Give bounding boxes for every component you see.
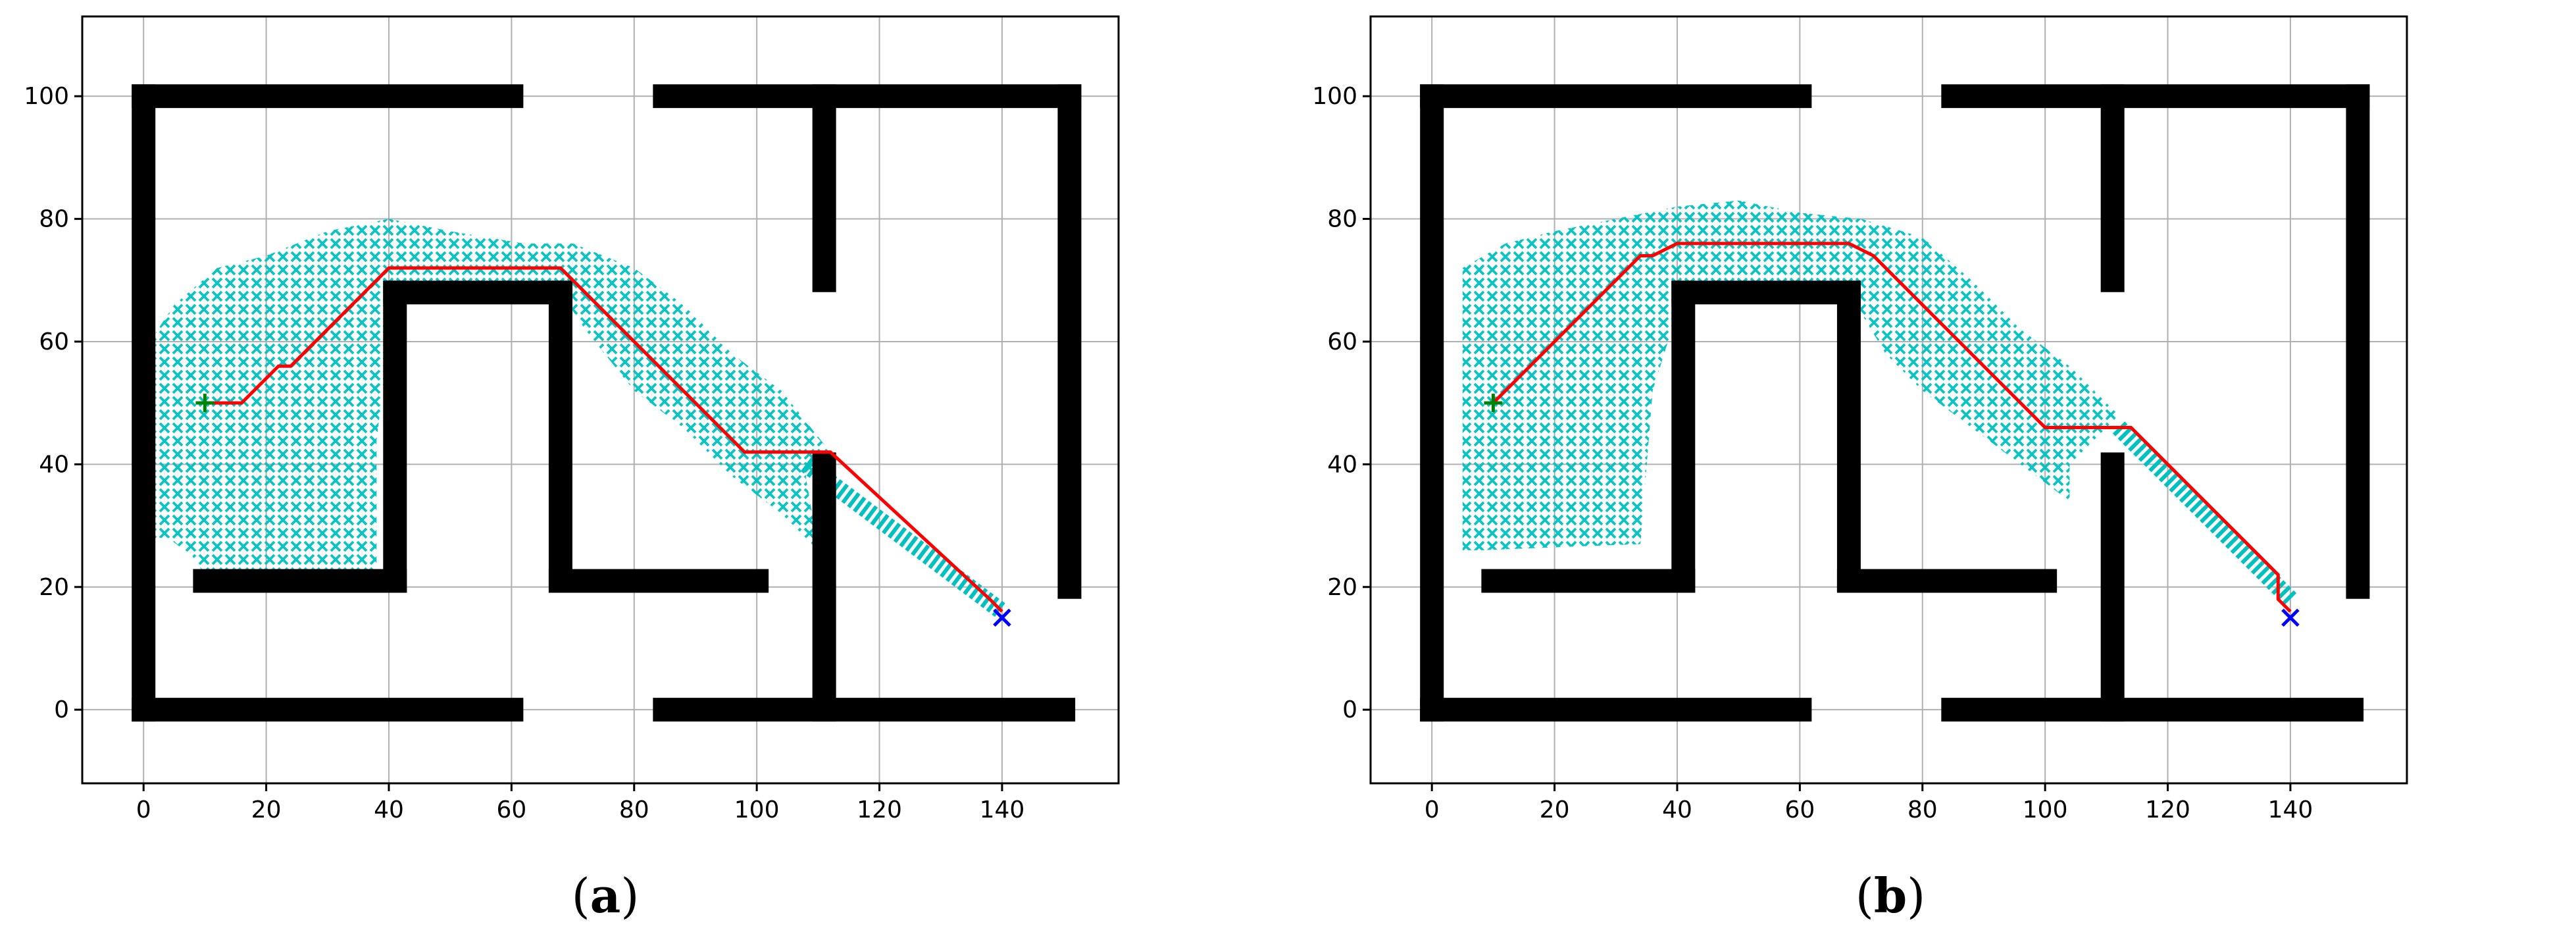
y-tick-label-3: 60 — [39, 328, 69, 355]
x-tick-label-6: 120 — [2145, 796, 2190, 823]
explored-region — [1462, 200, 2119, 550]
x-tick-label-4: 80 — [619, 796, 649, 823]
plot-b: 0 20 40 60 80 100 120 140 0 20 40 60 80 100 — [1312, 15, 2408, 823]
caption-b: (b) — [1855, 868, 1926, 924]
y-tick-label-1: 20 — [1327, 574, 1357, 601]
y-tick-label-5: 100 — [1312, 83, 1357, 110]
x-tick-label-2: 40 — [1662, 796, 1692, 823]
y-tick-label-5: 100 — [24, 83, 69, 110]
explored-region — [149, 219, 830, 575]
x-tick-label-6: 120 — [857, 796, 902, 823]
caption-b-letter: b — [1873, 868, 1907, 924]
y-tick-label-0: 0 — [1342, 696, 1357, 723]
x-tick-label-5: 100 — [734, 796, 780, 823]
explored-tail — [800, 457, 1007, 619]
subplot-b: 0 20 40 60 80 100 120 140 0 20 40 60 80 100 (b) — [1288, 0, 2576, 938]
y-tick-label-0: 0 — [54, 696, 69, 723]
y-tick-label-4: 80 — [1327, 206, 1357, 233]
planned-path — [205, 266, 1003, 613]
x-tick-label-3: 60 — [1784, 796, 1815, 823]
y-tick-label-1: 20 — [39, 574, 69, 601]
x-tick-label-4: 80 — [1907, 796, 1938, 823]
y-tick-label-2: 40 — [1327, 451, 1357, 478]
goal-marker — [2281, 608, 2300, 627]
x-tick-label-1: 20 — [251, 796, 282, 823]
subplot-a: 0 20 40 60 80 100 120 140 0 20 40 60 80 100 (a) — [24, 15, 1120, 924]
x-tick-label-7: 140 — [980, 796, 1025, 823]
planned-path — [1492, 242, 2292, 613]
x-tick-label-2: 40 — [374, 796, 404, 823]
goal-marker — [993, 608, 1011, 627]
x-tick-label-7: 140 — [2268, 796, 2313, 823]
axes-frame — [1369, 15, 2408, 785]
x-tick-label-1: 20 — [1540, 796, 1570, 823]
y-tick-label-4: 80 — [39, 206, 69, 233]
caption-a: (a) — [571, 868, 640, 924]
x-tick-label-0: 0 — [1425, 796, 1440, 823]
x-tick-label-0: 0 — [136, 796, 151, 823]
x-tick-label-3: 60 — [496, 796, 526, 823]
y-tick-label-3: 60 — [1327, 328, 1357, 355]
explored-tail — [2112, 421, 2297, 606]
plot-a: 0 20 40 60 80 100 120 140 0 20 40 60 80 100 — [24, 15, 1120, 823]
axes-frame — [81, 15, 1120, 785]
start-marker — [1484, 394, 1503, 413]
start-marker — [195, 394, 215, 413]
y-tick-label-2: 40 — [39, 451, 69, 478]
x-tick-label-5: 100 — [2023, 796, 2068, 823]
caption-a-letter: a — [590, 868, 621, 924]
